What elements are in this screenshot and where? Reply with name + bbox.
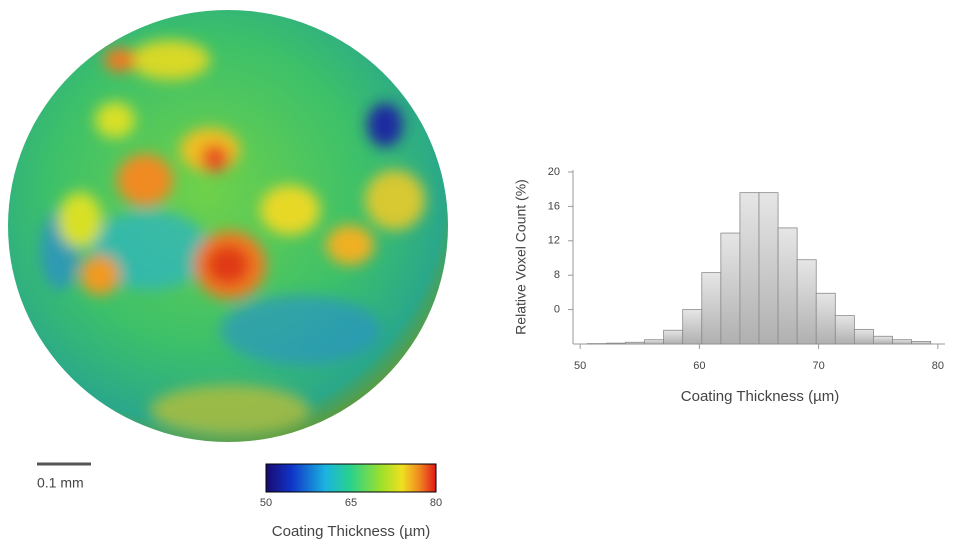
- y-tick-label: 0: [554, 304, 560, 316]
- x-axis-label: Coating Thickness (µm): [681, 388, 839, 405]
- bar: [853, 328, 874, 345]
- y-tick-label: 8: [554, 269, 560, 281]
- particle-render: [8, 10, 448, 442]
- bar: [777, 227, 798, 345]
- colorbar-tick-label: 80: [430, 497, 442, 509]
- bar: [815, 292, 836, 345]
- x-tick-label: 80: [932, 360, 944, 372]
- y-tick-label: 12: [548, 235, 560, 247]
- x-tick-label: 50: [574, 360, 586, 372]
- bar: [796, 259, 817, 345]
- bar: [720, 232, 741, 345]
- scale-bar-label: 0.1 mm: [37, 475, 84, 491]
- y-axis-label: Relative Voxel Count (%): [513, 179, 529, 335]
- x-tick-label: 60: [693, 360, 705, 372]
- bar: [834, 315, 855, 345]
- bar: [892, 339, 913, 345]
- bar: [663, 329, 684, 345]
- colorbar-tick-label: 50: [260, 497, 272, 509]
- y-tick-label: 20: [548, 166, 560, 178]
- bar: [644, 339, 665, 345]
- bar: [873, 335, 893, 345]
- bar: [758, 192, 779, 345]
- bar: [625, 341, 645, 345]
- colorbar-tick-label: 65: [345, 497, 357, 509]
- bar: [605, 342, 626, 345]
- bar: [739, 192, 760, 345]
- colorbar-label: Coating Thickness (µm): [272, 523, 430, 540]
- bar: [701, 272, 722, 345]
- x-tick-label: 70: [812, 360, 824, 372]
- bar: [682, 309, 703, 345]
- y-tick-label: 16: [548, 200, 560, 212]
- colorbar: [265, 463, 437, 493]
- bar: [911, 341, 932, 345]
